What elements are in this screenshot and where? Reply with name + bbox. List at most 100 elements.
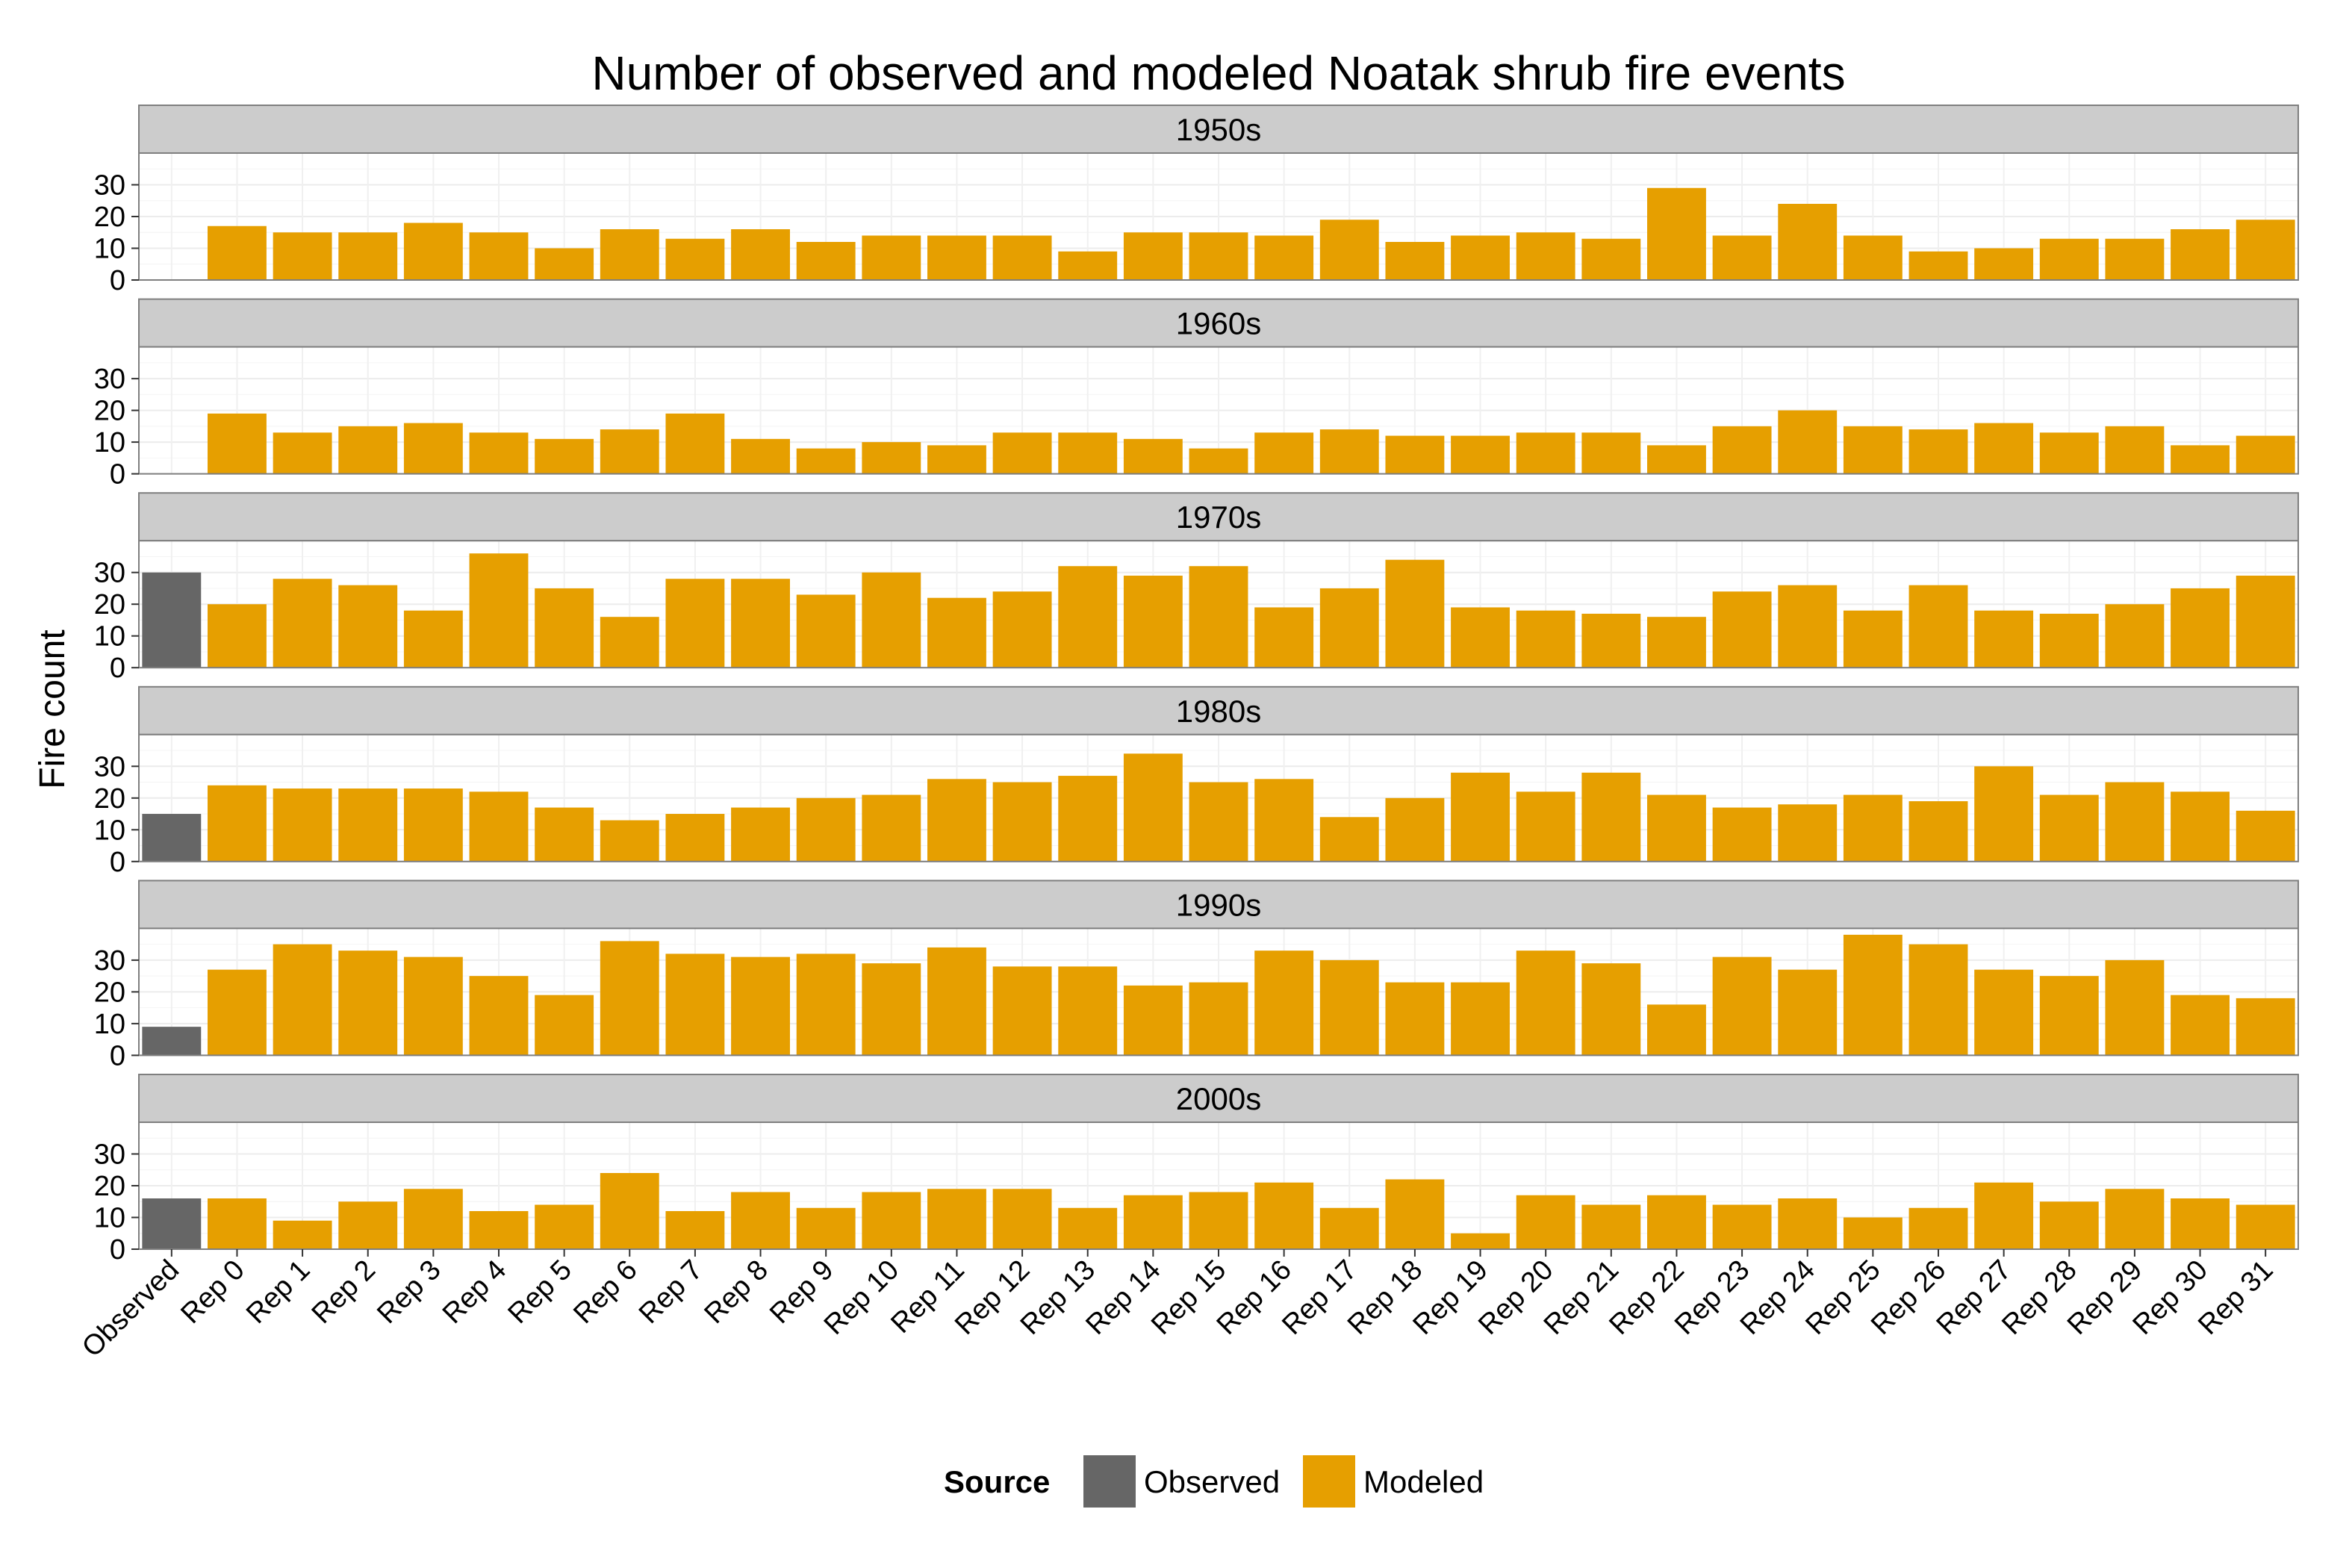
bar-1990s-Rep 2: [338, 951, 398, 1056]
bar-1990s-Rep 4: [469, 976, 529, 1056]
bar-2000s-Rep 28: [2039, 1201, 2099, 1249]
bar-1960s-Rep 22: [1647, 445, 1706, 474]
bar-1970s-Rep 26: [1908, 585, 1968, 668]
bar-2000s-Rep 6: [600, 1173, 659, 1249]
bar-1970s-Rep 17: [1319, 588, 1379, 668]
bar-1950s-Rep 18: [1385, 242, 1445, 280]
legend-label-modeled: Modeled: [1363, 1464, 1484, 1499]
facet-strip-label: 1990s: [1176, 887, 1261, 922]
bar-1990s-Rep 23: [1712, 956, 1772, 1056]
bar-1970s-Rep 19: [1451, 607, 1510, 668]
x-tick-label: Rep 2: [306, 1254, 382, 1330]
bar-1980s-Rep 21: [1581, 772, 1641, 862]
x-tick-label: Rep 5: [503, 1254, 578, 1330]
bar-1990s-Rep 7: [665, 953, 725, 1056]
bar-1960s-Rep 29: [2105, 426, 2165, 474]
bar-1980s-Rep 8: [731, 807, 790, 862]
bar-1990s-Rep 14: [1123, 985, 1183, 1056]
facet-strip: [138, 492, 2299, 542]
bar-1980s-Rep 6: [600, 820, 659, 862]
bar-1990s-Rep 5: [535, 995, 594, 1056]
bar-1960s-Rep 13: [1058, 432, 1118, 474]
bar-1950s-Rep 21: [1581, 238, 1641, 280]
bar-1990s-Rep 20: [1516, 951, 1575, 1056]
bar-1950s-Rep 2: [338, 232, 398, 280]
bar-1980s-Rep 23: [1712, 807, 1772, 862]
bar-1990s-Rep 21: [1581, 963, 1641, 1056]
x-tick-label: Rep 10: [818, 1254, 905, 1341]
bar-1970s-Rep 4: [469, 553, 529, 668]
bar-1970s-Rep 14: [1123, 575, 1183, 668]
y-tick-label: 30: [94, 945, 125, 977]
bar-1990s-Rep 1: [273, 944, 332, 1056]
bar-1970s-Observed: [142, 572, 202, 668]
bar-1950s-Rep 29: [2105, 238, 2165, 280]
x-tick-label: Rep 3: [371, 1254, 447, 1330]
bar-1960s-Rep 7: [665, 413, 725, 474]
bar-2000s-Rep 8: [731, 1192, 790, 1249]
bar-1950s-Rep 9: [796, 242, 856, 280]
bar-1950s-Rep 3: [403, 223, 463, 280]
bar-2000s-Rep 7: [665, 1211, 725, 1249]
bar-1950s-Rep 23: [1712, 235, 1772, 280]
bar-1980s-Rep 4: [469, 791, 529, 862]
bar-2000s-Rep 10: [862, 1192, 921, 1249]
facet-strip-label: 1950s: [1176, 112, 1261, 147]
bar-1990s-Rep 19: [1451, 982, 1510, 1056]
bar-2000s-Rep 0: [208, 1198, 267, 1249]
legend-label-observed: Observed: [1144, 1464, 1280, 1499]
bar-1980s-Rep 0: [208, 785, 267, 862]
bar-1990s-Rep 13: [1058, 966, 1118, 1056]
y-tick-label: 10: [94, 234, 125, 265]
bar-2000s-Rep 19: [1451, 1233, 1510, 1249]
x-tick-label: Rep 7: [633, 1254, 709, 1330]
bar-1970s-Rep 31: [2236, 575, 2295, 668]
bar-1990s-Rep 18: [1385, 982, 1445, 1056]
y-tick-label: 10: [94, 621, 125, 653]
bar-1950s-Rep 7: [665, 238, 725, 280]
facet-strip-label: 1960s: [1176, 306, 1261, 341]
bar-1990s-Rep 8: [731, 956, 790, 1056]
facet-strip: [138, 685, 2299, 735]
bar-2000s-Rep 15: [1189, 1192, 1248, 1249]
bar-1970s-Rep 24: [1778, 585, 1838, 668]
y-tick-label: 0: [110, 847, 125, 878]
y-tick-label: 20: [94, 202, 125, 233]
bar-1960s-Rep 19: [1451, 435, 1510, 474]
bar-1970s-Rep 29: [2105, 604, 2165, 668]
y-tick-label: 10: [94, 815, 125, 846]
bar-2000s-Rep 29: [2105, 1189, 2165, 1249]
bar-1950s-Rep 31: [2236, 220, 2295, 280]
bar-1980s-Rep 29: [2105, 782, 2165, 862]
y-tick-label: 0: [110, 653, 125, 684]
bar-1990s-Rep 9: [796, 953, 856, 1056]
bar-1970s-Rep 15: [1189, 566, 1248, 668]
bar-1970s-Rep 18: [1385, 559, 1445, 668]
bar-2000s-Rep 1: [273, 1220, 332, 1249]
bar-1960s-Rep 5: [535, 438, 594, 474]
bar-1980s-Rep 20: [1516, 791, 1575, 862]
bar-1970s-Rep 9: [796, 594, 856, 668]
facet-strip: [138, 105, 2299, 154]
bar-1960s-Rep 23: [1712, 426, 1772, 474]
y-tick-label: 0: [110, 1040, 125, 1071]
x-tick-label: Observed: [76, 1254, 185, 1363]
bar-1970s-Rep 2: [338, 585, 398, 668]
bar-2000s-Rep 14: [1123, 1195, 1183, 1249]
bar-1960s-Rep 8: [731, 438, 790, 474]
bar-1960s-Rep 3: [403, 423, 463, 474]
bar-1980s-Rep 7: [665, 814, 725, 862]
bar-1970s-Rep 21: [1581, 613, 1641, 668]
bar-1970s-Rep 7: [665, 579, 725, 668]
bar-1990s-Rep 11: [927, 947, 986, 1056]
facet-panels: 1950s01020301960s01020301970s01020301980…: [94, 105, 2299, 1266]
bar-1960s-Rep 11: [927, 445, 986, 474]
bar-1990s-Observed: [142, 1027, 202, 1056]
bar-1960s-Rep 0: [208, 413, 267, 474]
bar-1970s-Rep 5: [535, 588, 594, 668]
bar-1950s-Rep 0: [208, 225, 267, 280]
bar-1960s-Rep 15: [1189, 448, 1248, 474]
